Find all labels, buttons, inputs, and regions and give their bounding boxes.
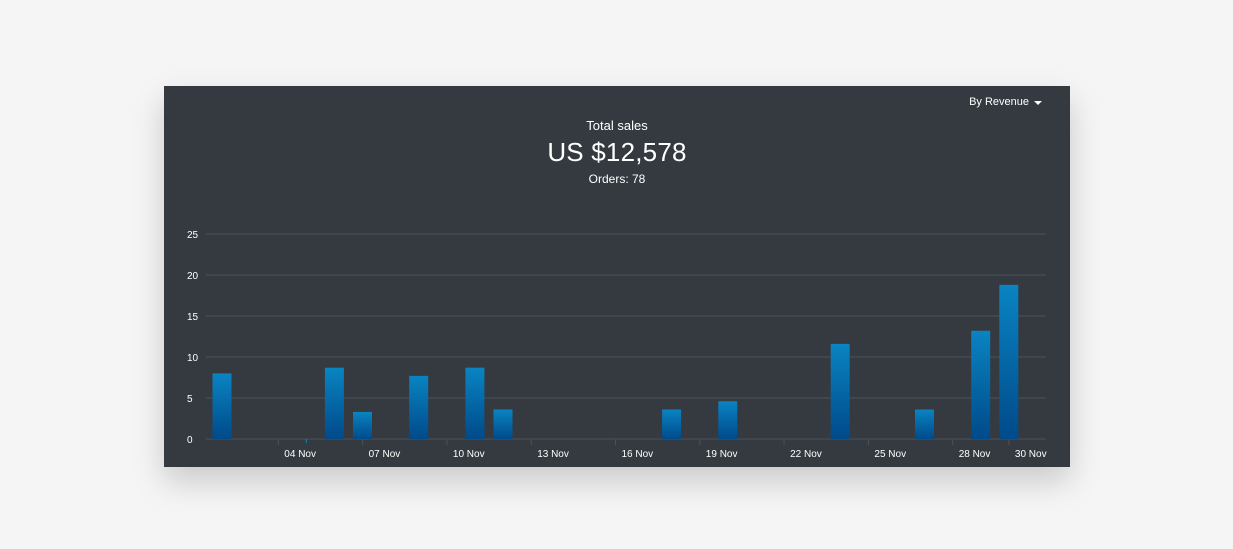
- x-tick-label: 22 Nov: [790, 449, 822, 460]
- sales-summary: Total sales US $12,578 Orders: 78: [164, 118, 1070, 186]
- orders-count: Orders: 78: [164, 172, 1070, 186]
- bar[interactable]: [999, 284, 1019, 439]
- bar[interactable]: [409, 375, 429, 439]
- sales-bar-chart: 0 5 10 15 20 25 04 Nov 07 Nov 10 Nov 13 Nov 16 Nov…: [187, 230, 1047, 460]
- bar[interactable]: [915, 409, 934, 439]
- x-tick-label: 19 Nov: [706, 449, 738, 460]
- bar[interactable]: [324, 367, 344, 439]
- bar[interactable]: [718, 401, 738, 439]
- bar[interactable]: [493, 409, 513, 439]
- x-tick-label: 28 Nov: [959, 449, 991, 460]
- y-tick-label: 10: [187, 353, 199, 364]
- x-tick-label: 13 Nov: [537, 449, 569, 460]
- revenue-dropdown-label: By Revenue: [969, 96, 1029, 108]
- x-tick-label: 10 Nov: [453, 449, 485, 460]
- x-tick-label: 16 Nov: [622, 449, 654, 460]
- x-tick-label: 07 Nov: [369, 449, 401, 460]
- bar[interactable]: [830, 343, 850, 439]
- y-tick-label: 0: [187, 435, 193, 446]
- x-tick-label: 25 Nov: [874, 449, 906, 460]
- y-tick-label: 5: [187, 394, 193, 405]
- total-sales-amount: US $12,578: [547, 137, 687, 167]
- bar[interactable]: [212, 373, 232, 439]
- bar[interactable]: [662, 409, 682, 439]
- orders-value: 78: [632, 172, 646, 186]
- y-tick-label: 15: [187, 312, 199, 323]
- sales-card: By Revenue Total sales US $12,578 Orders…: [164, 86, 1070, 467]
- caret-down-icon: [1034, 100, 1042, 105]
- y-tick-label: 20: [187, 271, 199, 282]
- bar[interactable]: [971, 330, 991, 439]
- revenue-dropdown[interactable]: By Revenue: [969, 96, 1042, 108]
- total-sales-label: Total sales: [586, 118, 648, 133]
- bar[interactable]: [465, 367, 485, 439]
- x-tick-label: 04 Nov: [284, 449, 316, 460]
- y-tick-label: 25: [187, 230, 199, 241]
- bar[interactable]: [353, 411, 372, 439]
- orders-label: Orders:: [588, 172, 629, 186]
- x-tick-label: 30 Nov: [1015, 449, 1047, 460]
